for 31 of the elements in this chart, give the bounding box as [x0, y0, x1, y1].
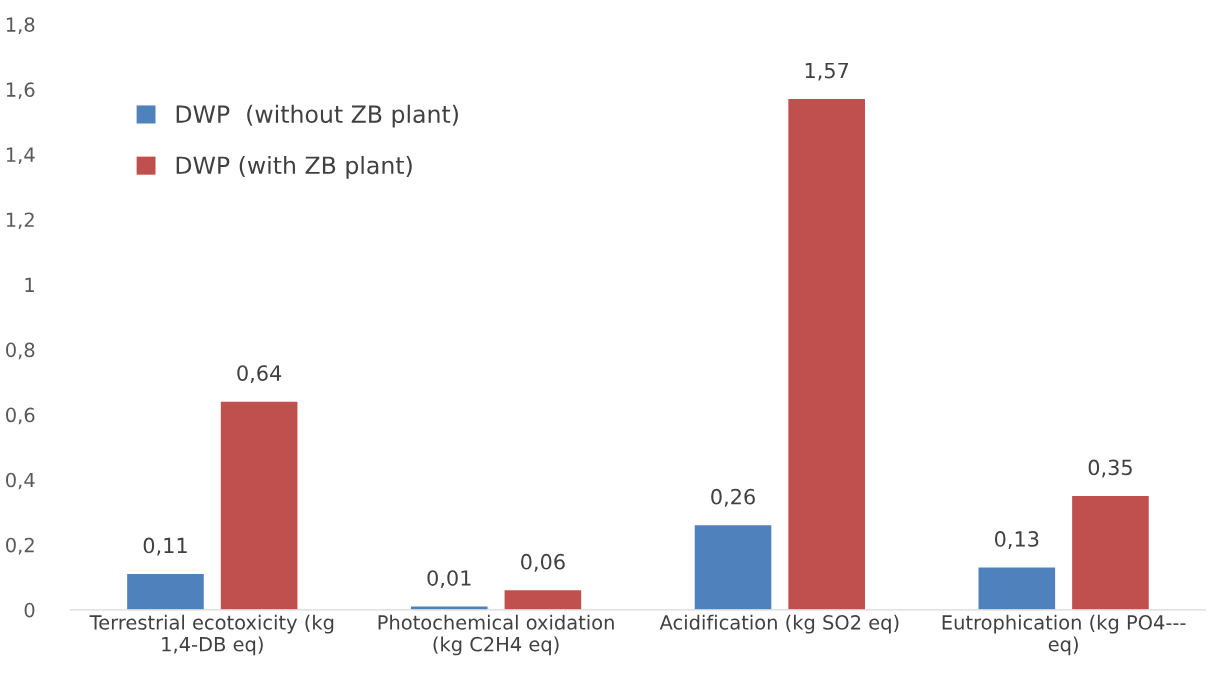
data-label: 0,13 — [994, 531, 1039, 549]
x-tick-label: Terrestrial ecotoxicity (kg 1,4-DB eq) — [89, 614, 334, 656]
y-tick-label: 1,8 — [6, 17, 35, 34]
y-tick-label: 0,2 — [6, 537, 34, 555]
y-tick-label: 1,6 — [6, 82, 35, 99]
bar — [220, 401, 298, 610]
y-tick-label: 1,2 — [6, 212, 34, 230]
x-tick-label: Photochemical oxidation (kg C2H4 eq) — [378, 614, 614, 656]
bar — [127, 574, 204, 610]
bar — [978, 567, 1056, 610]
legend-label: DWP (with ZB plant) — [176, 155, 412, 179]
x-tick-label: Eutrophication (kg PO4--- eq) — [942, 614, 1186, 656]
y-tick-label: 1,4 — [6, 147, 35, 165]
bar — [788, 99, 865, 610]
data-label: 0,11 — [143, 537, 187, 556]
data-label: 1,57 — [805, 62, 849, 81]
bar — [1072, 495, 1149, 610]
x-tick-label: Acidification (kg SO2 eq) — [659, 614, 899, 634]
data-label: 0,64 — [237, 365, 282, 384]
bar — [504, 590, 582, 610]
y-tick-label: 0,8 — [6, 342, 35, 360]
y-tick-label: 1 — [25, 277, 34, 292]
data-label: 0,06 — [521, 553, 565, 572]
data-label: 0,01 — [427, 570, 471, 589]
y-tick-label: 0 — [24, 602, 35, 618]
y-tick-label: 0,4 — [6, 472, 35, 490]
data-label: 0,26 — [711, 488, 755, 507]
legend-label: DWP (without ZB plant) — [176, 104, 458, 128]
y-tick-label: 0,6 — [6, 407, 35, 425]
data-label: 0,35 — [1088, 459, 1132, 478]
bar — [694, 525, 772, 610]
